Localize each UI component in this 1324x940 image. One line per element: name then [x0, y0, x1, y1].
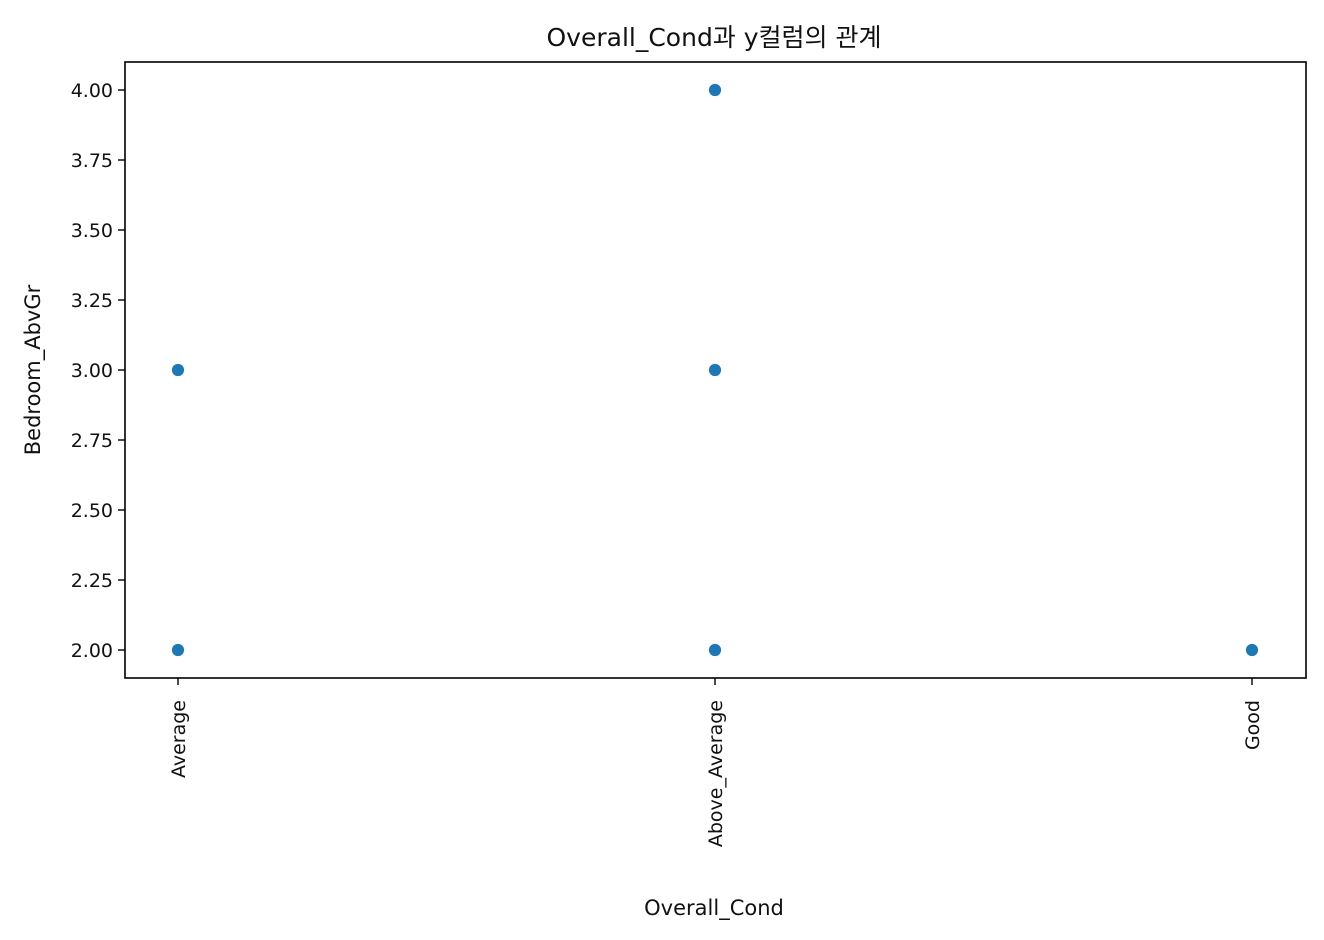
data-points — [171, 83, 1259, 657]
y-tick-label: 2.00 — [71, 640, 113, 662]
x-tick-label: Average — [168, 700, 190, 778]
data-point — [171, 363, 185, 377]
y-tick-label: 2.50 — [71, 500, 113, 522]
data-point — [708, 363, 722, 377]
chart-title: Overall_Cond과 y컬럼의 관계 — [547, 23, 882, 52]
data-point — [171, 643, 185, 657]
x-axis-label: Overall_Cond — [644, 896, 784, 921]
y-tick-label: 3.00 — [71, 360, 113, 382]
x-axis: Average Above_Average Good — [168, 678, 1264, 847]
y-tick-label: 2.75 — [71, 430, 113, 452]
data-point — [1245, 643, 1259, 657]
data-point — [708, 643, 722, 657]
y-tick-label: 4.00 — [71, 80, 113, 102]
data-point — [708, 83, 722, 97]
y-tick-label: 3.25 — [71, 290, 113, 312]
x-tick-label: Good — [1242, 700, 1264, 750]
y-axis: 2.00 2.25 2.50 2.75 3.00 3.25 3.50 3.75 4.00 — [71, 80, 125, 662]
y-axis-label: Bedroom_AbvGr — [21, 284, 46, 455]
y-tick-label: 3.75 — [71, 150, 113, 172]
y-tick-label: 3.50 — [71, 220, 113, 242]
y-tick-label: 2.25 — [71, 570, 113, 592]
x-tick-label: Above_Average — [705, 700, 727, 847]
